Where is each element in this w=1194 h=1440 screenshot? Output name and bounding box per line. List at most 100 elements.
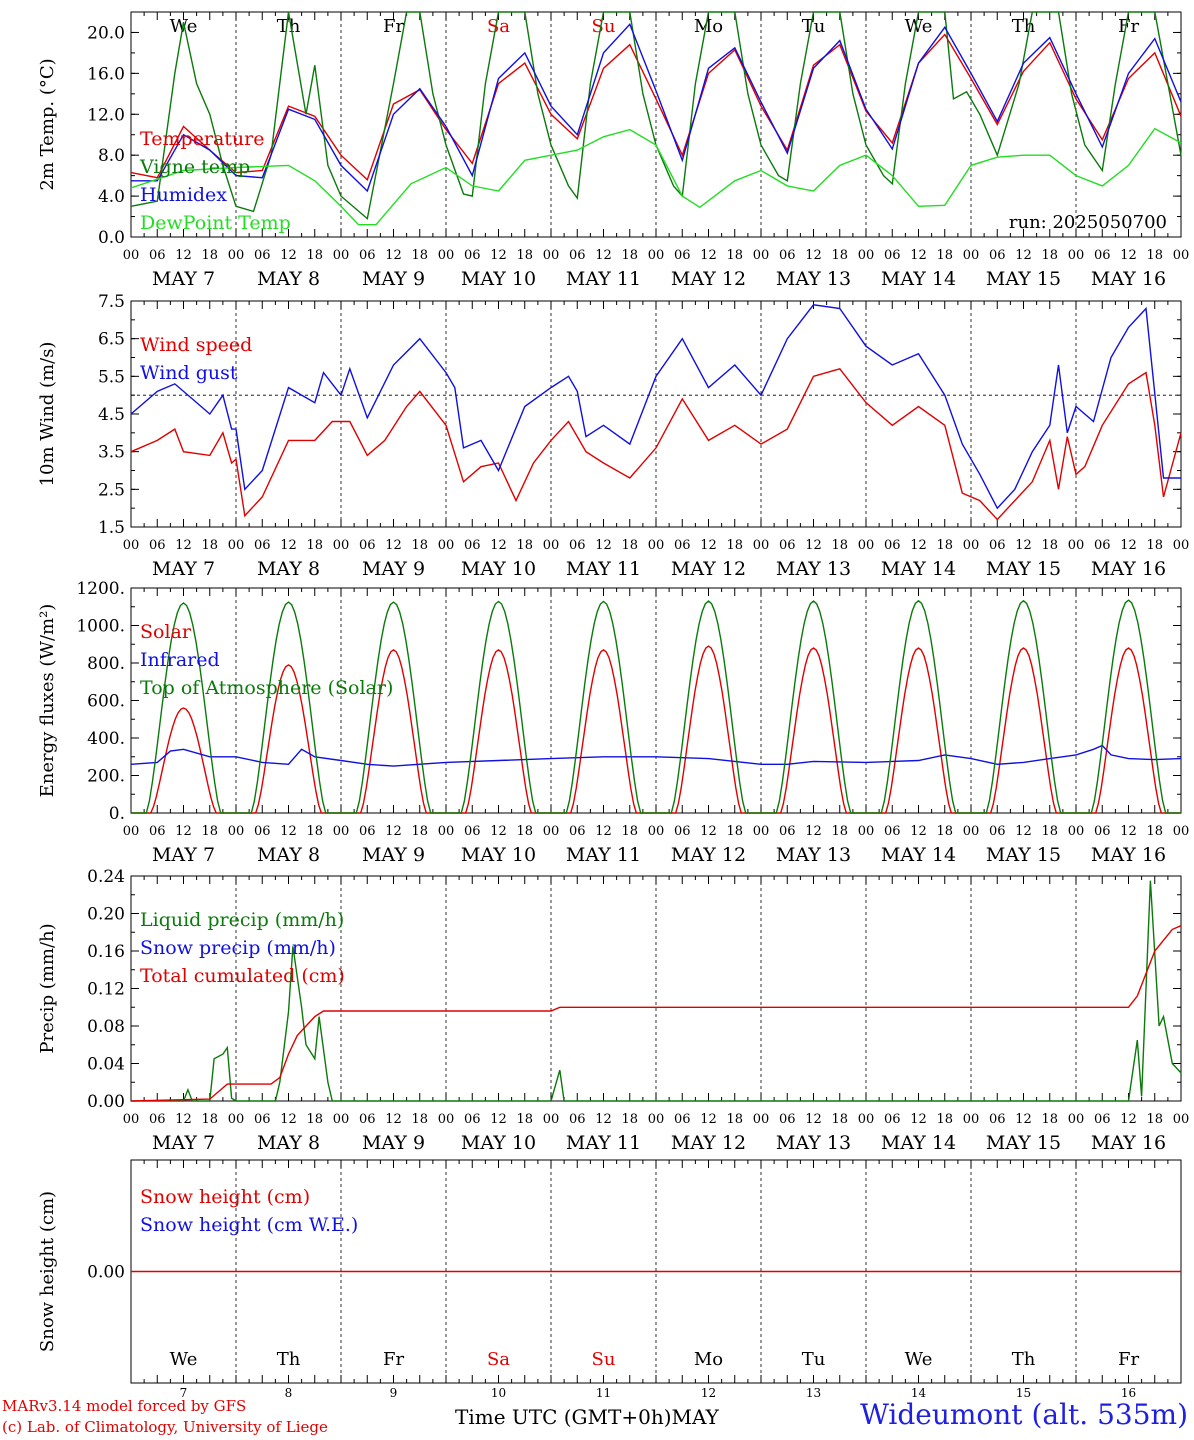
panel-energy: 0. 200. 400. 600. 800. 1000. 1200. Energy fluxe… (37, 579, 1189, 866)
hour-tick-label: 18 (201, 824, 218, 839)
hour-tick-label: 12 (175, 1112, 192, 1127)
weekday-label: We (170, 1349, 198, 1370)
day-number-label: 14 (911, 1386, 927, 1400)
date-label: MAY 12 (671, 844, 746, 866)
y-tick-label: 4.0 (98, 187, 125, 207)
panel-precip: 0.00 0.04 0.08 0.12 0.16 0.20 0.24 Precip (mm/h… (37, 867, 1189, 1154)
hour-tick-label: 12 (910, 248, 927, 263)
hour-tick-label: 00 (963, 824, 980, 839)
hour-tick-label: 12 (1015, 538, 1032, 553)
hour-tick-label: 12 (175, 824, 192, 839)
panel-wind: 1.5 2.5 3.5 4.5 5.5 6.5 7.5 10m Wind (m/s) Wind … (37, 292, 1189, 580)
hour-tick-label: 18 (411, 1112, 428, 1127)
y-tick-label: 0.08 (87, 1017, 125, 1037)
hour-tick-label: 12 (595, 1112, 612, 1127)
weekday-label: Fr (383, 1349, 404, 1370)
hour-tick-label: 12 (175, 538, 192, 553)
hour-tick-label: 00 (1173, 248, 1190, 263)
hour-tick-label: 18 (936, 824, 953, 839)
date-label: MAY 11 (566, 844, 641, 866)
day-number-label: 13 (806, 1386, 821, 1400)
hour-tick-label: 06 (149, 824, 166, 839)
hour-tick-label: 00 (1068, 824, 1085, 839)
y-tick-label: 200. (87, 767, 125, 787)
weekday-label: We (905, 1349, 933, 1370)
hour-tick-label: 00 (333, 1112, 350, 1127)
hour-tick-label: 12 (490, 538, 507, 553)
hour-tick-label: 18 (1146, 1112, 1163, 1127)
hour-tick-label: 00 (753, 538, 770, 553)
hour-tick-label: 00 (333, 538, 350, 553)
weekday-label: Fr (1118, 1349, 1139, 1370)
y-axis-label: Snow height (cm) (37, 1191, 58, 1352)
legend-entry: Solar (140, 621, 192, 643)
y-tick-label: 0.20 (87, 905, 125, 925)
y-tick-label: 1000. (76, 617, 125, 637)
hour-tick-label: 18 (516, 824, 533, 839)
hour-tick-label: 06 (149, 1112, 166, 1127)
y-tick-label: 3.5 (98, 443, 125, 463)
hour-tick-label: 06 (779, 824, 796, 839)
weekday-label: Su (592, 16, 616, 37)
legend-entry: Humidex (140, 184, 227, 206)
hour-tick-label: 18 (411, 538, 428, 553)
hour-tick-label: 06 (359, 538, 376, 553)
day-number-label: 9 (390, 1386, 398, 1400)
hour-tick-label: 18 (621, 824, 638, 839)
date-label: MAY 15 (986, 558, 1061, 580)
hour-tick-label: 00 (858, 824, 875, 839)
date-label: MAY 14 (881, 558, 956, 580)
hour-tick-label: 06 (674, 1112, 691, 1127)
date-label: MAY 14 (881, 844, 956, 866)
plot-frame (130, 11, 1182, 238)
hour-tick-label: 12 (490, 1112, 507, 1127)
hour-tick-label: 00 (333, 824, 350, 839)
hour-tick-label: 18 (1146, 248, 1163, 263)
y-tick-label: 8.0 (98, 146, 125, 166)
date-label: MAY 9 (362, 268, 425, 290)
hour-tick-label: 00 (858, 248, 875, 263)
model-credit: MARv3.14 model forced by GFS (2, 1397, 247, 1415)
date-label: MAY 14 (881, 1132, 956, 1154)
hour-tick-label: 12 (1120, 1112, 1137, 1127)
hour-tick-label: 00 (858, 538, 875, 553)
series-line (130, 925, 1182, 1102)
series-line (130, 367, 1182, 521)
date-label: MAY 9 (362, 558, 425, 580)
date-label: MAY 11 (566, 268, 641, 290)
weekday-label: Th (277, 1349, 301, 1370)
hour-tick-label: 06 (359, 824, 376, 839)
hour-tick-label: 12 (385, 824, 402, 839)
hour-tick-label: 06 (674, 824, 691, 839)
date-label: MAY 10 (461, 844, 536, 866)
date-label: MAY 13 (776, 558, 851, 580)
weekday-label: Sa (487, 16, 510, 37)
hour-tick-label: 18 (516, 248, 533, 263)
weekday-label: Tu (802, 16, 826, 37)
date-label: MAY 16 (1091, 1132, 1166, 1154)
hour-tick-label: 18 (306, 538, 323, 553)
hour-tick-label: 12 (910, 1112, 927, 1127)
hour-tick-label: 18 (936, 248, 953, 263)
hour-tick-label: 12 (1015, 1112, 1032, 1127)
y-tick-label: 20.0 (87, 23, 125, 43)
y-tick-label: 12.0 (87, 105, 125, 125)
hour-tick-label: 06 (149, 538, 166, 553)
hour-tick-label: 06 (254, 248, 271, 263)
hour-tick-label: 06 (884, 248, 901, 263)
weekday-label: Th (1012, 1349, 1036, 1370)
hour-tick-label: 00 (543, 538, 560, 553)
y-tick-label: 0.00 (87, 1263, 125, 1283)
hour-tick-label: 00 (648, 824, 665, 839)
date-label: MAY 11 (566, 558, 641, 580)
hour-tick-label: 18 (306, 1112, 323, 1127)
series-line (130, 744, 1182, 767)
hour-tick-label: 06 (779, 538, 796, 553)
hour-tick-label: 06 (569, 248, 586, 263)
hour-tick-label: 18 (936, 538, 953, 553)
hour-tick-label: 06 (884, 1112, 901, 1127)
legend-entry: Wind gust (140, 362, 238, 384)
hour-tick-label: 06 (464, 824, 481, 839)
legend-entry: DewPoint Temp (140, 212, 291, 234)
hour-tick-label: 12 (805, 824, 822, 839)
